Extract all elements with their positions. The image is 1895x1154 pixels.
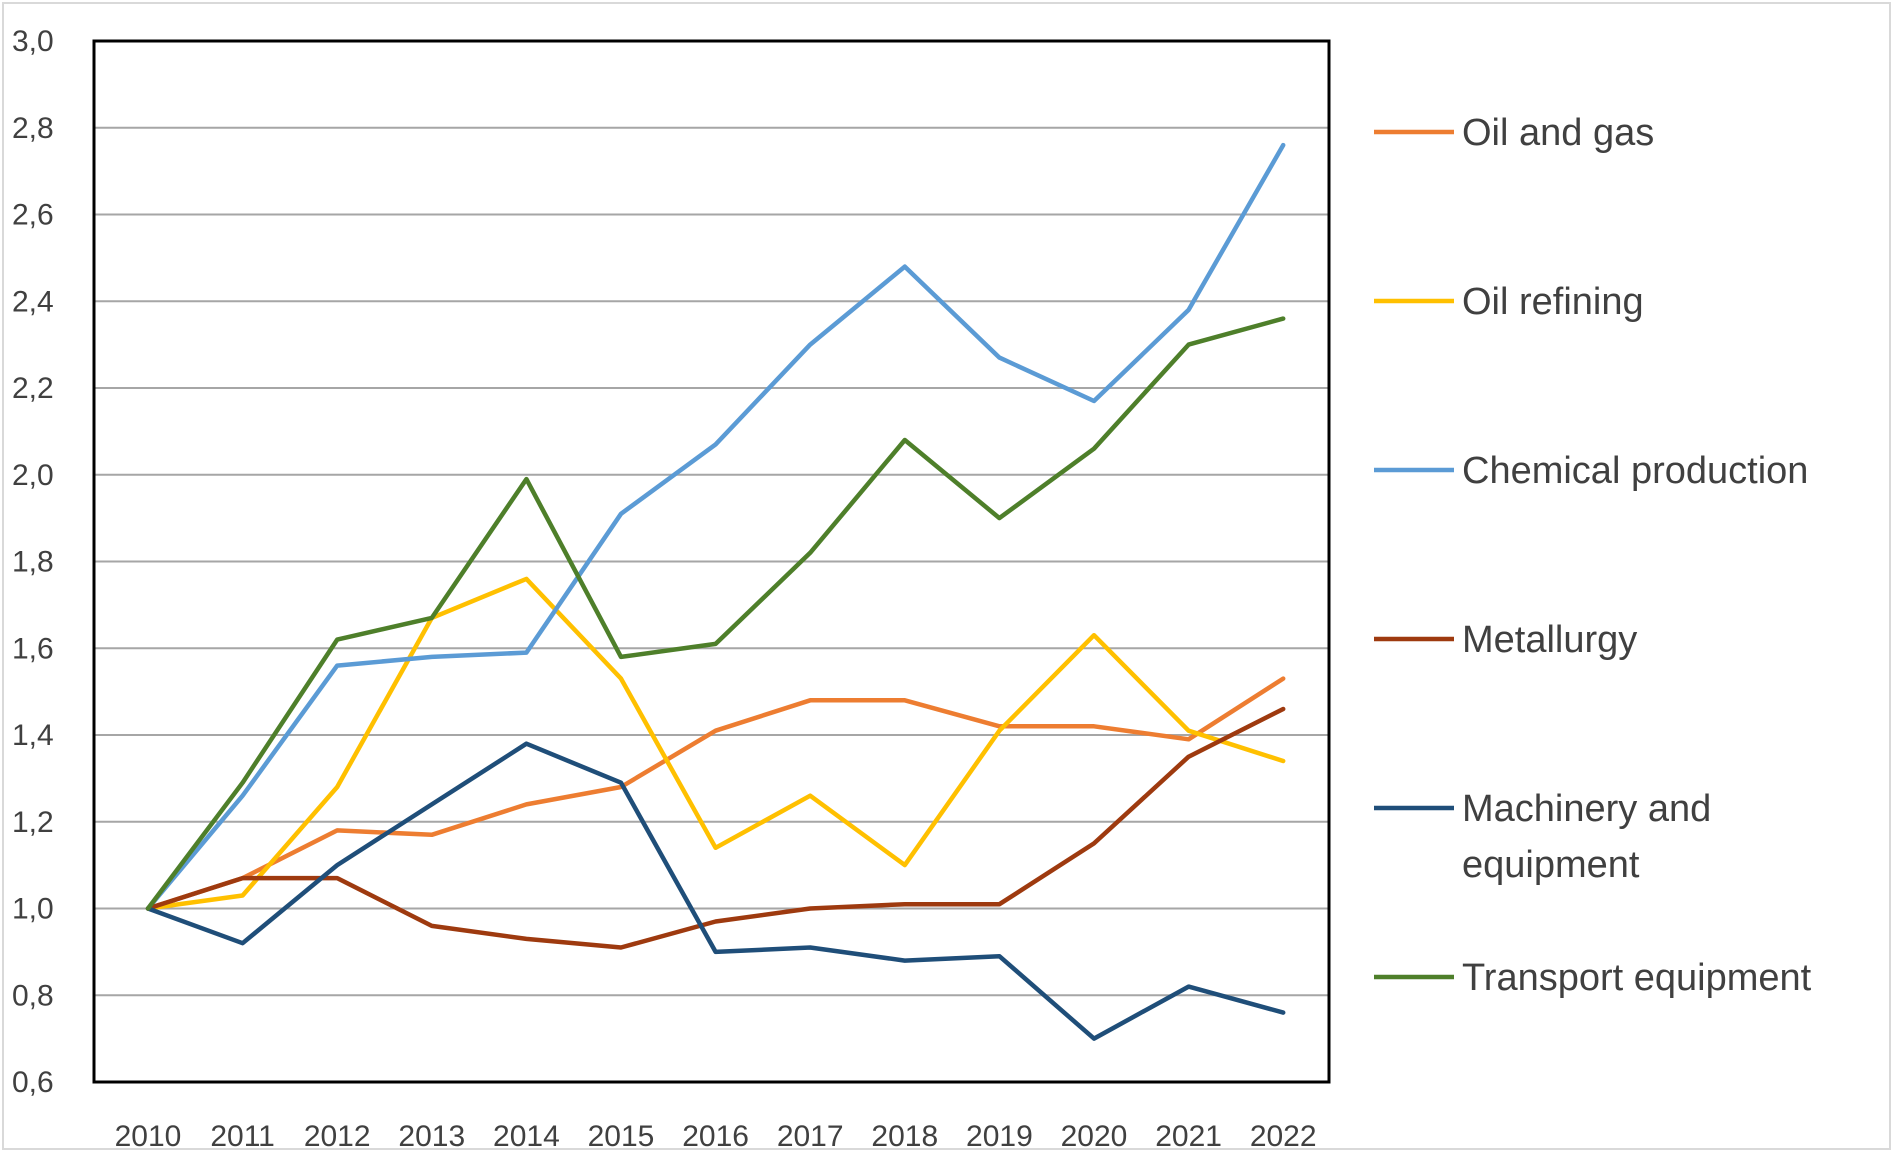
y-tick-label: 2,2 (12, 372, 54, 405)
x-tick-label: 2017 (777, 1120, 844, 1153)
series-line-chemical-production (145, 142, 1286, 911)
y-tick-label: 3,0 (12, 25, 54, 58)
y-tick-label: 1,4 (12, 719, 54, 752)
x-tick-label: 2021 (1155, 1120, 1222, 1153)
x-tick-label: 2011 (210, 1120, 275, 1153)
y-tick-label: 1,8 (12, 546, 54, 579)
legend-label-machinery-and-equipment: equipment (1462, 844, 1640, 886)
x-tick-label: 2022 (1250, 1120, 1317, 1153)
legend-label-oil-refining: Oil refining (1462, 281, 1644, 323)
y-tick-label: 2,6 (12, 199, 54, 232)
y-tick-label: 2,8 (12, 112, 54, 145)
x-tick-label: 2014 (493, 1120, 560, 1153)
legend-label-oil-and-gas: Oil and gas (1462, 112, 1654, 154)
series-line-machinery-and-equipment (145, 741, 1286, 1041)
gridlines (94, 126, 1329, 997)
y-tick-label: 2,0 (12, 459, 54, 492)
plot-area-border (92, 39, 1331, 1084)
legend-label-chemical-production: Chemical production (1462, 450, 1808, 492)
line-chart: 0,60,81,01,21,41,61,82,02,22,42,62,83,0 … (12, 25, 1812, 1153)
x-tick-label: 2016 (682, 1120, 749, 1153)
series-line-metallurgy (145, 706, 1286, 950)
x-tick-label: 2019 (966, 1120, 1033, 1153)
legend-label-machinery-and-equipment: Machinery and (1462, 788, 1711, 830)
series-lines (145, 142, 1286, 1041)
y-axis-tick-labels: 0,6 0,8 1,0 1,2 1,4 1,6 1,8 2,0 2,2 2,4 2,6 2,8 3,0 (12, 25, 54, 1099)
x-tick-label: 2013 (398, 1120, 465, 1153)
series-line-oil-refining (145, 576, 1286, 911)
y-tick-label: 2,4 (12, 285, 54, 318)
series-line-oil-and-gas (145, 676, 1286, 911)
legend-label-transport-equipment: Transport equipment (1462, 957, 1812, 999)
legend: Oil and gas Oil refining Chemical producti… (1374, 112, 1812, 999)
x-tick-label: 2015 (588, 1120, 655, 1153)
x-tick-label: 2010 (115, 1120, 182, 1153)
x-tick-label: 2020 (1061, 1120, 1128, 1153)
y-tick-label: 1,6 (12, 632, 54, 665)
x-tick-label: 2018 (871, 1120, 938, 1153)
y-tick-label: 1,0 (12, 893, 54, 926)
x-axis-tick-labels: 2010 2011 2012 2013 2014 2015 2016 2017 2018 2019… (115, 1120, 1317, 1153)
series-line-transport-equipment (145, 316, 1286, 911)
y-tick-label: 0,8 (12, 979, 54, 1012)
legend-label-metallurgy: Metallurgy (1462, 619, 1637, 661)
y-tick-label: 0,6 (12, 1066, 54, 1099)
y-tick-label: 1,2 (12, 806, 54, 839)
x-tick-label: 2012 (304, 1120, 371, 1153)
